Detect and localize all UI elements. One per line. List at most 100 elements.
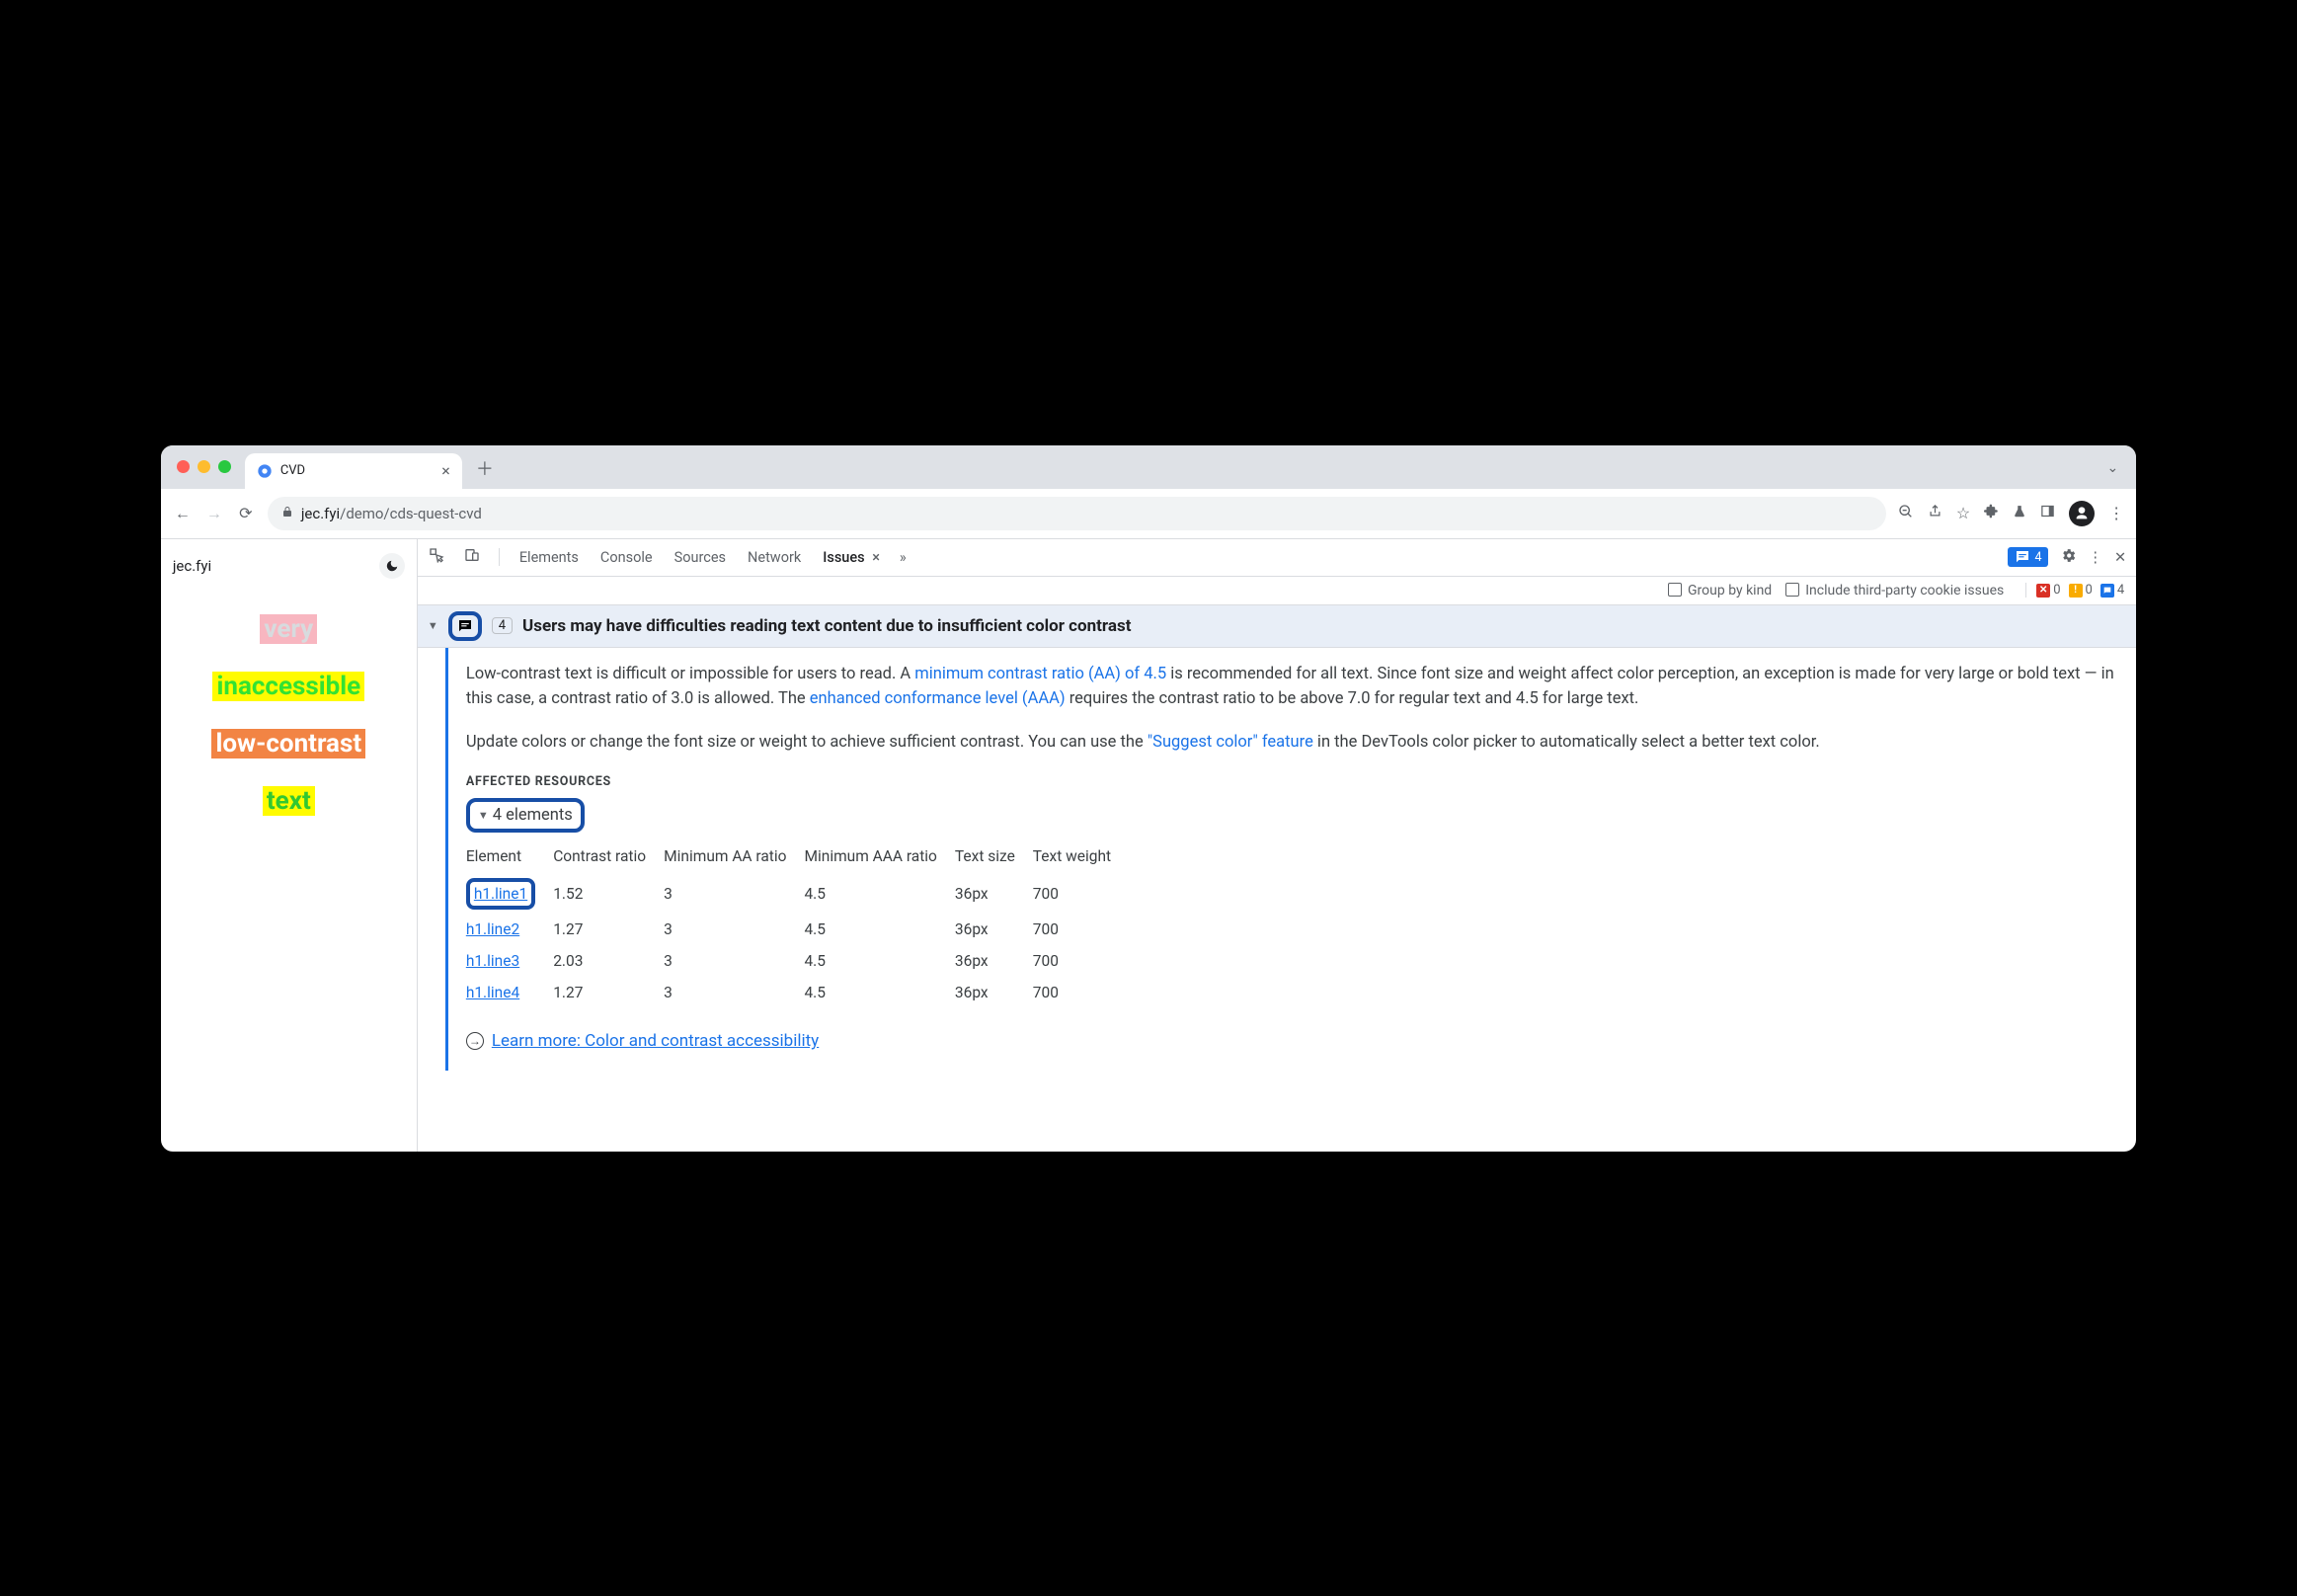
issue-counters: ✕0 !0 4: [2025, 583, 2124, 598]
contrast-aaa-link[interactable]: enhanced conformance level (AAA): [810, 689, 1066, 708]
issues-count-value: 4: [2034, 550, 2041, 565]
cell: 3: [664, 977, 804, 1008]
forward-button[interactable]: →: [204, 504, 224, 523]
cell: 2.03: [553, 945, 664, 977]
cell: 700: [1033, 914, 1129, 945]
issue-list: ▼ 4 Users may have difficulties reading …: [418, 605, 2136, 1071]
tab-sources[interactable]: Sources: [673, 545, 728, 570]
page-preview: jec.fyi veryinaccessiblelow-contrasttext: [161, 539, 418, 1152]
url-path: /demo/cds-quest-cvd: [340, 505, 482, 522]
close-window-button[interactable]: [177, 460, 190, 473]
zoom-icon[interactable]: [1898, 504, 1914, 523]
text: in the DevTools color picker to automati…: [1313, 733, 1820, 752]
lock-icon: [281, 505, 293, 522]
element-link[interactable]: h1.line1: [474, 885, 527, 903]
issue-kind-highlight: [448, 611, 482, 641]
tab-network[interactable]: Network: [746, 545, 803, 570]
info-counter[interactable]: 4: [2100, 583, 2124, 598]
text: requires the contrast ratio to be above …: [1066, 689, 1639, 708]
cell: 36px: [955, 914, 1033, 945]
cell: 3: [664, 945, 804, 977]
issue-header[interactable]: ▼ 4 Users may have difficulties reading …: [418, 605, 2136, 648]
table-body: h1.line11.5234.536px700h1.line21.2734.53…: [466, 874, 1129, 1008]
expand-icon: ▼: [478, 807, 489, 824]
cell: 1.27: [553, 914, 664, 945]
cell: 4.5: [804, 945, 954, 977]
tab-overflow-icon[interactable]: ⌄: [2106, 460, 2124, 482]
new-tab-button[interactable]: ＋: [476, 455, 494, 487]
error-count: 0: [2053, 583, 2060, 598]
group-by-kind-label: Group by kind: [1688, 583, 1772, 598]
affected-elements-table: ElementContrast ratioMinimum AA ratioMin…: [466, 840, 1129, 1008]
back-button[interactable]: ←: [173, 504, 193, 523]
minimize-window-button[interactable]: [198, 460, 210, 473]
column-header: Element: [466, 840, 553, 874]
group-by-kind-checkbox[interactable]: Group by kind: [1668, 583, 1772, 598]
labs-icon[interactable]: [2013, 504, 2026, 523]
site-name: jec.fyi: [173, 557, 211, 575]
settings-icon[interactable]: [2060, 547, 2077, 568]
expand-icon[interactable]: ▼: [428, 619, 438, 632]
elements-count-highlight[interactable]: ▼ 4 elements: [466, 798, 585, 834]
table-row: h1.line2 1.2734.536px700: [466, 914, 1129, 945]
learn-more-link[interactable]: Learn more: Color and contrast accessibi…: [492, 1028, 819, 1054]
issues-count-badge[interactable]: 4: [2008, 547, 2047, 567]
devtools-tabstrip: Elements Console Sources Network Issues × »…: [418, 539, 2136, 577]
reload-button[interactable]: ⟳: [236, 504, 256, 522]
cell: 4.5: [804, 977, 954, 1008]
address-bar[interactable]: jec.fyi/demo/cds-quest-cvd: [268, 497, 1886, 530]
tab-console[interactable]: Console: [598, 545, 655, 570]
share-icon[interactable]: [1928, 504, 1942, 522]
tab-elements[interactable]: Elements: [517, 545, 581, 570]
chrome-menu-icon[interactable]: ⋮: [2108, 504, 2124, 522]
column-header: Minimum AA ratio: [664, 840, 804, 874]
element-link[interactable]: h1.line4: [466, 984, 519, 1001]
sidepanel-icon[interactable]: [2040, 504, 2055, 522]
extensions-icon[interactable]: [1984, 504, 1999, 522]
sample-text: low-contrast: [211, 729, 365, 758]
cell: 36px: [955, 977, 1033, 1008]
element-link[interactable]: h1.line2: [466, 920, 519, 938]
text: Update colors or change the font size or…: [466, 733, 1148, 752]
traffic-lights: [173, 460, 231, 481]
cell: 36px: [955, 945, 1033, 977]
devtools-close-icon[interactable]: ✕: [2114, 549, 2126, 566]
tab-title: CVD: [280, 463, 305, 478]
cell: 36px: [955, 874, 1033, 914]
include-3p-label: Include third-party cookie issues: [1805, 583, 2004, 598]
sample-list: veryinaccessiblelow-contrasttext: [173, 614, 405, 816]
tab-close-icon[interactable]: ×: [441, 461, 450, 480]
theme-toggle[interactable]: [379, 553, 405, 579]
affected-resources-heading: AFFECTED RESOURCES: [466, 772, 2120, 791]
devtools-menu-icon[interactable]: ⋮: [2089, 549, 2103, 566]
contrast-aa-link[interactable]: minimum contrast ratio (AA) of 4.5: [914, 665, 1166, 683]
cell: 700: [1033, 945, 1129, 977]
inspect-icon[interactable]: [428, 547, 445, 567]
warning-counter[interactable]: !0: [2069, 583, 2093, 598]
profile-avatar[interactable]: [2069, 501, 2095, 526]
column-header: Text weight: [1033, 840, 1129, 874]
maximize-window-button[interactable]: [218, 460, 231, 473]
issue-occurrence-count: 4: [492, 617, 513, 634]
browser-tab[interactable]: CVD ×: [245, 453, 462, 489]
include-3p-checkbox[interactable]: Include third-party cookie issues: [1785, 583, 2004, 598]
error-counter[interactable]: ✕0: [2036, 583, 2060, 598]
cell: 4.5: [804, 914, 954, 945]
element-link[interactable]: h1.line3: [466, 952, 519, 970]
tabs-overflow-icon[interactable]: »: [900, 549, 907, 566]
cell: 1.27: [553, 977, 664, 1008]
cell: 700: [1033, 977, 1129, 1008]
warning-count: 0: [2086, 583, 2093, 598]
bookmark-icon[interactable]: ☆: [1956, 504, 1970, 522]
tab-issues[interactable]: Issues ×: [821, 545, 882, 570]
device-toggle-icon[interactable]: [463, 547, 481, 567]
table-row: h1.line11.5234.536px700: [466, 874, 1129, 914]
table-row: h1.line3 2.0334.536px700: [466, 945, 1129, 977]
column-header: Contrast ratio: [553, 840, 664, 874]
table-header-row: ElementContrast ratioMinimum AA ratioMin…: [466, 840, 1129, 874]
suggest-color-link[interactable]: "Suggest color" feature: [1148, 733, 1313, 752]
cell: 3: [664, 914, 804, 945]
page-header: jec.fyi: [173, 553, 405, 579]
table-row: h1.line4 1.2734.536px700: [466, 977, 1129, 1008]
tab-close-icon[interactable]: ×: [872, 549, 880, 566]
